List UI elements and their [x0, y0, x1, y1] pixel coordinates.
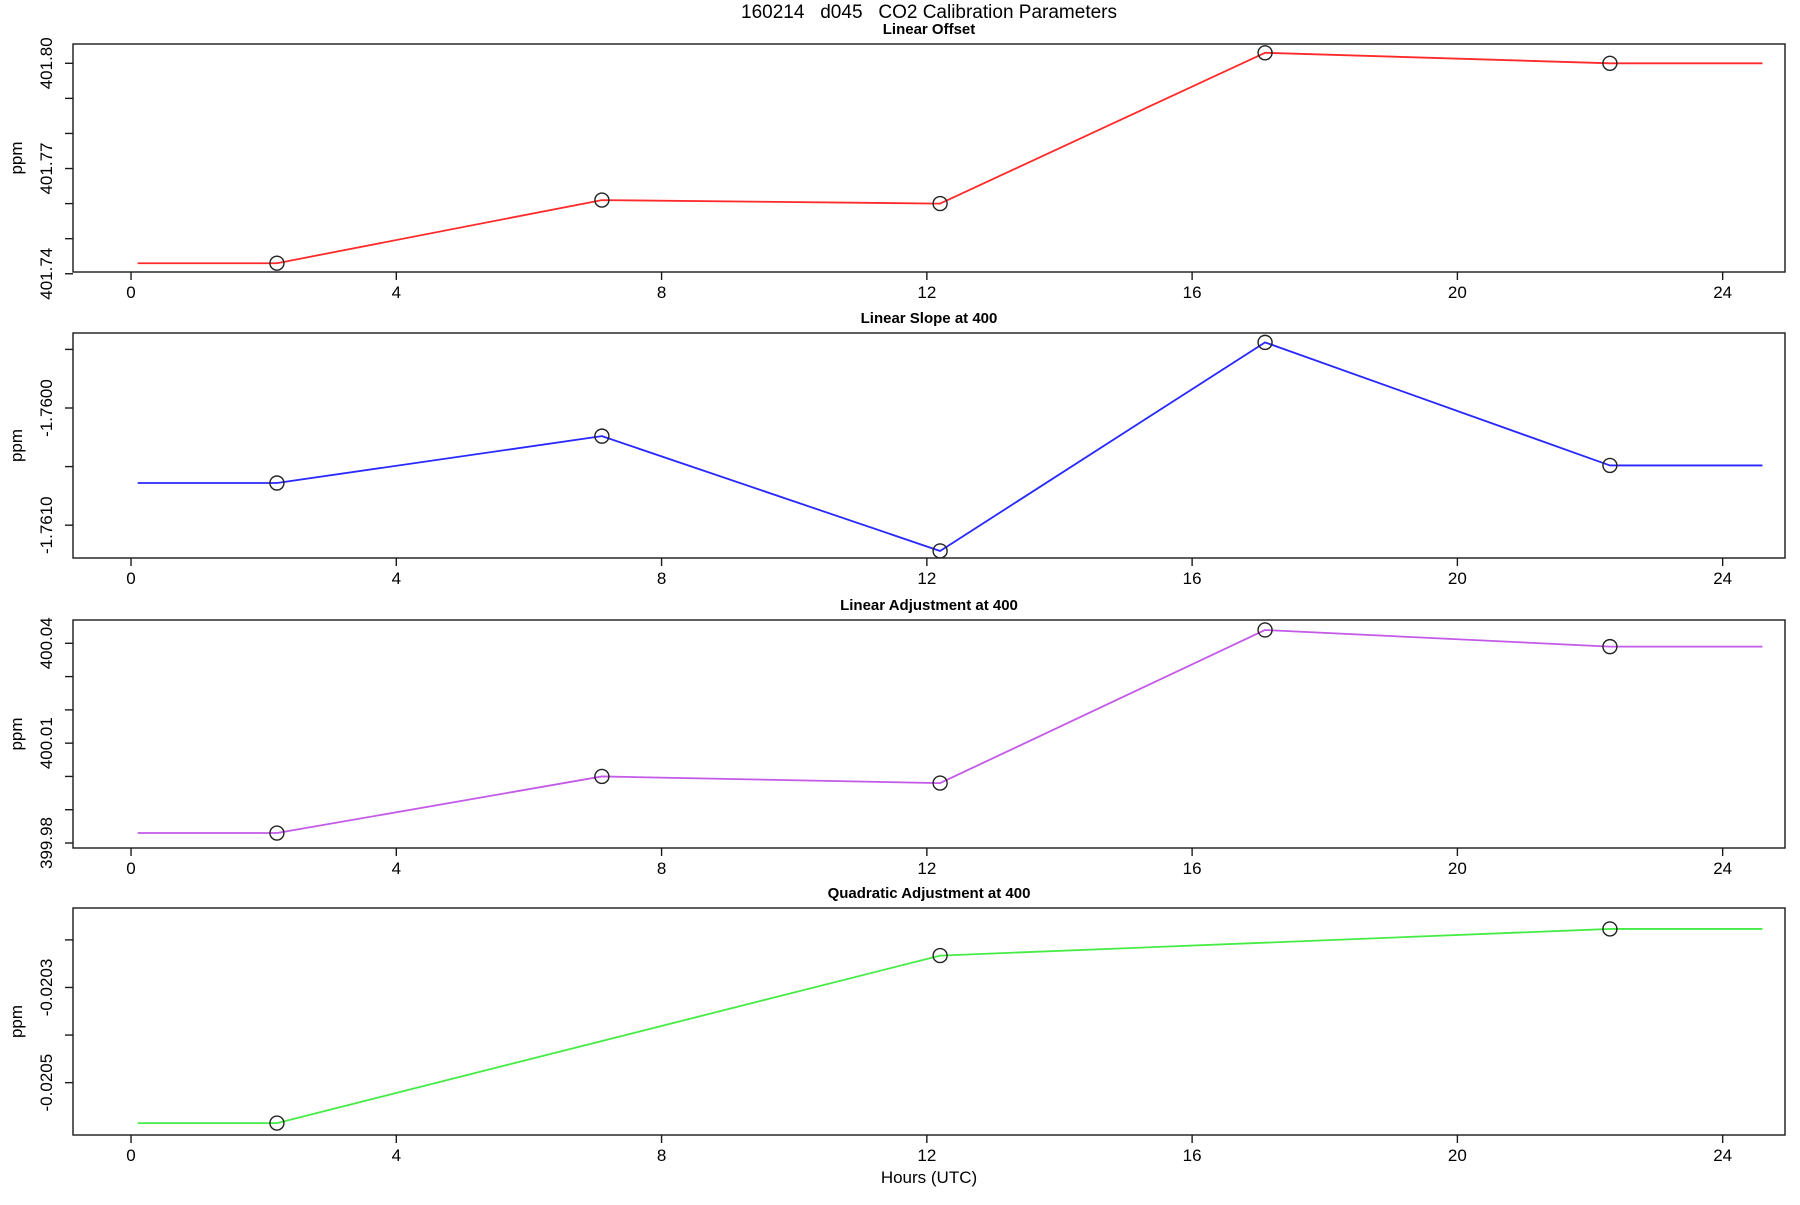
x-tick-label: 24: [1713, 283, 1732, 302]
x-tick-label: 8: [657, 859, 666, 878]
y-axis-label: ppm: [7, 429, 26, 462]
x-tick-label: 8: [657, 283, 666, 302]
y-axis-label: ppm: [7, 717, 26, 750]
panel-title: Linear Adjustment at 400: [840, 597, 1018, 614]
panel-title: Linear Offset: [883, 21, 976, 38]
y-tick-label: -1.7610: [37, 496, 56, 554]
y-tick-label: -0.0203: [37, 959, 56, 1017]
y-tick-label: 399.98: [37, 817, 56, 869]
panel-4-quadratic-adjustment-at-400: Quadratic Adjustment at 400 -0.0205 -0.020…: [7, 885, 1786, 1165]
data-point-marker: [1257, 334, 1273, 351]
x-tick-label: 4: [392, 859, 401, 878]
x-tick-label: 16: [1183, 569, 1202, 588]
data-point-marker: [269, 825, 285, 841]
x-tick-label: 4: [392, 283, 401, 302]
data-point-marker: [1602, 921, 1618, 937]
series-line: [137, 341, 1763, 552]
y-axis-label: ppm: [7, 1005, 26, 1038]
x-tick-label: 20: [1448, 283, 1467, 302]
plot-box: [72, 619, 1786, 849]
x-tick-label: 0: [126, 859, 135, 878]
x-tick-label: 12: [917, 1146, 936, 1165]
panel-1-linear-offset: Linear Offset 401.74 401.77 401.80 ppm 0 4 8 12 1…: [7, 21, 1786, 302]
data-point-marker: [594, 768, 610, 785]
x-tick-label: 20: [1448, 859, 1467, 878]
x-tick-label: 8: [657, 569, 666, 588]
x-tick-label: 0: [126, 1146, 135, 1165]
panel-title: Quadratic Adjustment at 400: [828, 885, 1031, 902]
y-tick-label: 401.77: [37, 143, 56, 195]
y-tick-label: 400.04: [37, 617, 56, 669]
x-tick-label: 4: [392, 569, 401, 588]
x-tick-label: 16: [1183, 859, 1202, 878]
x-tick-label: 4: [392, 1146, 401, 1165]
x-tick-label: 16: [1183, 283, 1202, 302]
y-tick-label: 401.80: [37, 37, 56, 89]
x-tick-label: 24: [1713, 1146, 1732, 1165]
data-point-marker: [1257, 45, 1273, 61]
plot-box: [72, 43, 1786, 273]
data-point-marker: [269, 475, 285, 491]
y-tick-label: -0.0205: [37, 1054, 56, 1112]
x-tick-label: 20: [1448, 1146, 1467, 1165]
data-point-marker: [269, 255, 285, 271]
y-tick-label: 401.74: [37, 248, 56, 300]
x-tick-label: 24: [1713, 859, 1732, 878]
x-tick-label: 24: [1713, 569, 1732, 588]
panel-3-linear-adjustment-at-400: Linear Adjustment at 400 399.98 400.01 400.…: [7, 597, 1786, 878]
data-point-marker: [594, 428, 610, 444]
x-tick-label: 20: [1448, 569, 1467, 588]
series-line: [137, 928, 1763, 1125]
x-tick-label: 16: [1183, 1146, 1202, 1165]
figure-title: 160214 d045 CO2 Calibration Parameters: [741, 2, 1117, 23]
x-tick-label: 8: [657, 1146, 666, 1165]
data-point-marker: [269, 1115, 285, 1131]
panel-2-linear-slope-at-400: Linear Slope at 400 -1.7610 -1.7600 ppm 0 4 8 1…: [7, 310, 1786, 588]
data-point-marker: [932, 947, 948, 964]
y-axis-label: ppm: [7, 141, 26, 174]
plot-box: [72, 332, 1786, 559]
panel-title: Linear Slope at 400: [861, 310, 998, 327]
series-line: [137, 629, 1763, 834]
data-point-marker: [932, 195, 948, 212]
x-tick-label: 0: [126, 283, 135, 302]
x-tick-label: 0: [126, 569, 135, 588]
panels-group: Linear Offset 401.74 401.77 401.80 ppm 0 4 8 12 1…: [7, 21, 1786, 1165]
data-point-marker: [1602, 55, 1618, 71]
series-line: [137, 51, 1763, 265]
plot-box: [72, 907, 1786, 1136]
data-point-marker: [1602, 638, 1618, 655]
data-point-marker: [932, 775, 948, 791]
x-axis-label: Hours (UTC): [881, 1168, 977, 1187]
data-point-marker: [1257, 622, 1273, 638]
x-tick-label: 12: [917, 859, 936, 878]
x-tick-label: 12: [917, 569, 936, 588]
data-point-marker: [594, 192, 610, 208]
y-tick-label: 400.01: [37, 717, 56, 769]
y-tick-label: -1.7600: [37, 379, 56, 437]
x-tick-label: 12: [917, 283, 936, 302]
data-point-marker: [1602, 457, 1618, 474]
data-point-marker: [932, 543, 948, 559]
